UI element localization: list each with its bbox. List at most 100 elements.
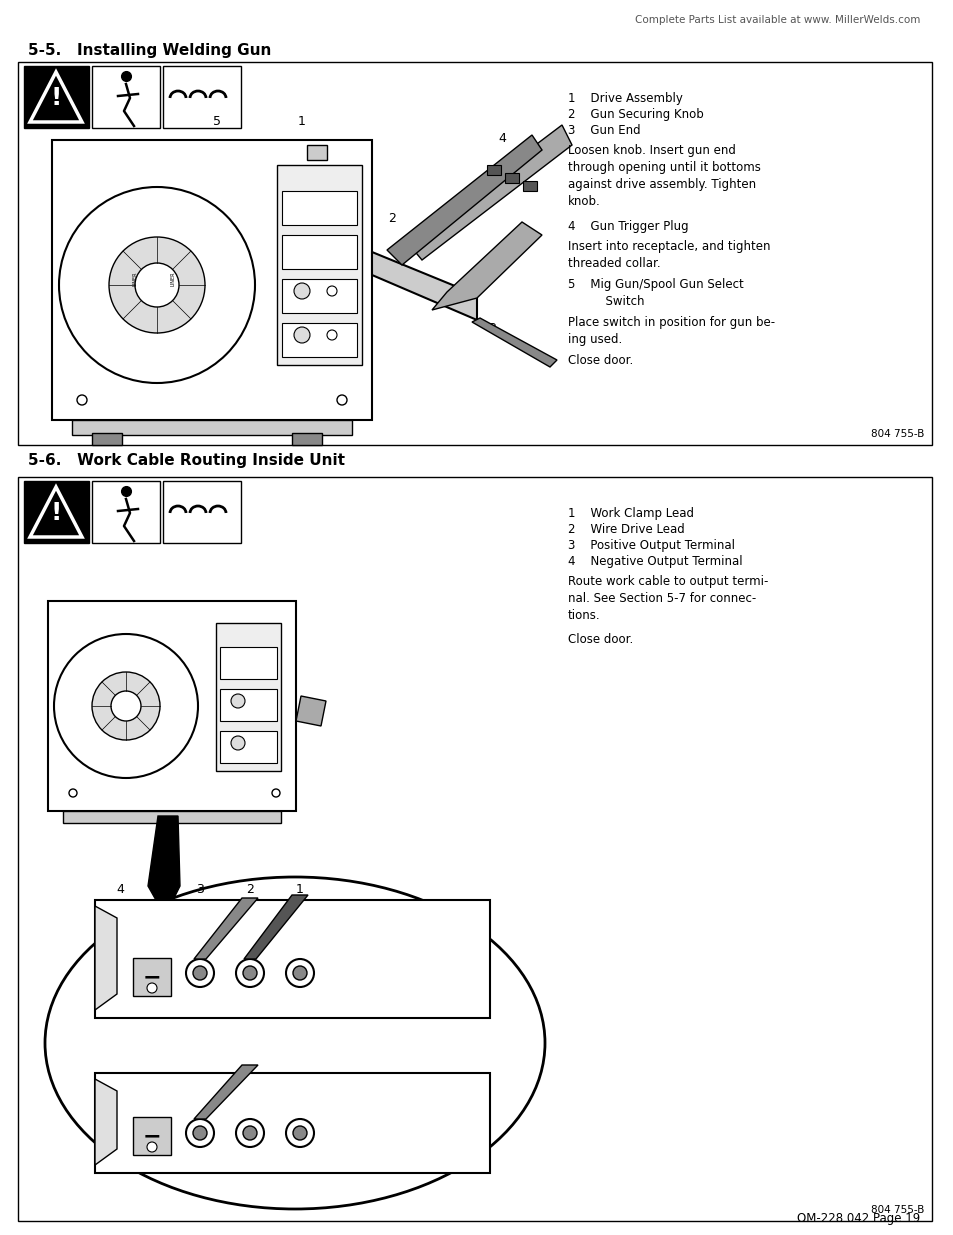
Text: 804 755-B: 804 755-B <box>870 429 923 438</box>
Circle shape <box>69 789 77 797</box>
Bar <box>220 647 276 679</box>
Text: 4: 4 <box>116 883 124 897</box>
Bar <box>486 165 500 175</box>
Polygon shape <box>372 252 476 320</box>
Bar <box>95 900 490 1018</box>
Bar <box>220 689 276 721</box>
Text: OM-228 042 Page 19: OM-228 042 Page 19 <box>796 1212 919 1225</box>
Bar <box>91 65 160 128</box>
Bar <box>24 65 89 128</box>
Circle shape <box>54 634 198 778</box>
Text: 3    Gun End: 3 Gun End <box>567 124 640 137</box>
Circle shape <box>193 966 207 981</box>
Circle shape <box>186 960 213 987</box>
Text: 2    Wire Drive Lead: 2 Wire Drive Lead <box>567 522 684 536</box>
Bar <box>63 811 281 823</box>
Circle shape <box>243 966 256 981</box>
Circle shape <box>147 1142 157 1152</box>
Text: 4    Gun Trigger Plug: 4 Gun Trigger Plug <box>567 220 688 233</box>
Circle shape <box>59 186 254 383</box>
Circle shape <box>235 960 264 987</box>
Polygon shape <box>193 1065 257 1119</box>
Bar <box>282 191 356 225</box>
Text: Place switch in position for gun be-
ing used.: Place switch in position for gun be- ing… <box>567 316 774 346</box>
Bar <box>220 731 276 763</box>
Circle shape <box>147 983 157 993</box>
Circle shape <box>294 283 310 299</box>
Bar <box>282 235 356 269</box>
Bar <box>132 958 171 995</box>
Text: 3    Positive Output Terminal: 3 Positive Output Terminal <box>567 538 734 552</box>
Bar <box>48 601 295 811</box>
Polygon shape <box>295 697 326 726</box>
Bar <box>95 1073 490 1173</box>
Text: Insert into receptacle, and tighten
threaded collar.: Insert into receptacle, and tighten thre… <box>567 240 770 270</box>
Text: LINER: LINER <box>171 272 175 287</box>
Bar <box>91 480 160 543</box>
Text: Close door.: Close door. <box>567 634 633 646</box>
Circle shape <box>327 330 336 340</box>
Circle shape <box>193 1126 207 1140</box>
Text: 1: 1 <box>297 115 306 128</box>
Circle shape <box>231 736 245 750</box>
Circle shape <box>111 692 141 721</box>
Bar <box>71 420 352 435</box>
Text: 5-5.   Installing Welding Gun: 5-5. Installing Welding Gun <box>28 43 271 58</box>
Polygon shape <box>95 1079 117 1165</box>
Circle shape <box>231 694 245 708</box>
Circle shape <box>286 1119 314 1147</box>
Text: !: ! <box>51 86 62 110</box>
Text: 5    Mig Gun/Spool Gun Select
          Switch: 5 Mig Gun/Spool Gun Select Switch <box>567 278 743 308</box>
Circle shape <box>109 237 205 333</box>
Text: 3: 3 <box>196 883 204 897</box>
Polygon shape <box>193 898 257 960</box>
Text: −: − <box>143 1126 161 1146</box>
Bar <box>276 165 361 366</box>
Circle shape <box>77 395 87 405</box>
Text: 1: 1 <box>295 883 304 897</box>
Circle shape <box>91 672 160 740</box>
Circle shape <box>286 960 314 987</box>
Text: Complete Parts List available at www. MillerWelds.com: Complete Parts List available at www. Mi… <box>634 15 919 25</box>
Bar <box>132 1116 171 1155</box>
Bar <box>522 182 537 191</box>
Bar <box>18 62 931 445</box>
Bar <box>307 144 327 161</box>
Text: 2    Gun Securing Knob: 2 Gun Securing Knob <box>567 107 703 121</box>
Text: Loosen knob. Insert gun end
through opening until it bottoms
against drive assem: Loosen knob. Insert gun end through open… <box>567 144 760 207</box>
Text: LINER: LINER <box>132 272 138 287</box>
Polygon shape <box>407 125 572 261</box>
Polygon shape <box>387 135 541 266</box>
Polygon shape <box>148 816 180 916</box>
Circle shape <box>294 327 310 343</box>
Text: 5: 5 <box>213 115 221 128</box>
Text: 5-6.   Work Cable Routing Inside Unit: 5-6. Work Cable Routing Inside Unit <box>28 453 345 468</box>
Text: −: − <box>143 967 161 987</box>
Bar <box>163 65 241 128</box>
Polygon shape <box>432 222 541 310</box>
Ellipse shape <box>45 877 544 1209</box>
Bar <box>91 433 122 445</box>
Text: Close door.: Close door. <box>567 354 633 367</box>
Text: 2: 2 <box>388 212 395 225</box>
Bar <box>24 480 89 543</box>
Polygon shape <box>472 317 557 367</box>
Text: 2: 2 <box>246 883 253 897</box>
Circle shape <box>186 1119 213 1147</box>
Bar <box>18 477 931 1221</box>
Circle shape <box>293 966 307 981</box>
Circle shape <box>135 263 179 308</box>
Circle shape <box>235 1119 264 1147</box>
Text: 4: 4 <box>497 132 505 144</box>
Bar <box>282 324 356 357</box>
Text: 4    Negative Output Terminal: 4 Negative Output Terminal <box>567 555 741 568</box>
Bar <box>504 173 518 183</box>
Circle shape <box>272 789 280 797</box>
Text: Route work cable to output termi-
nal. See Section 5-7 for connec-
tions.: Route work cable to output termi- nal. S… <box>567 576 767 622</box>
Text: 3: 3 <box>488 322 496 335</box>
Bar <box>163 480 241 543</box>
Circle shape <box>336 395 347 405</box>
Polygon shape <box>30 72 82 122</box>
Circle shape <box>327 287 336 296</box>
Polygon shape <box>95 906 117 1010</box>
